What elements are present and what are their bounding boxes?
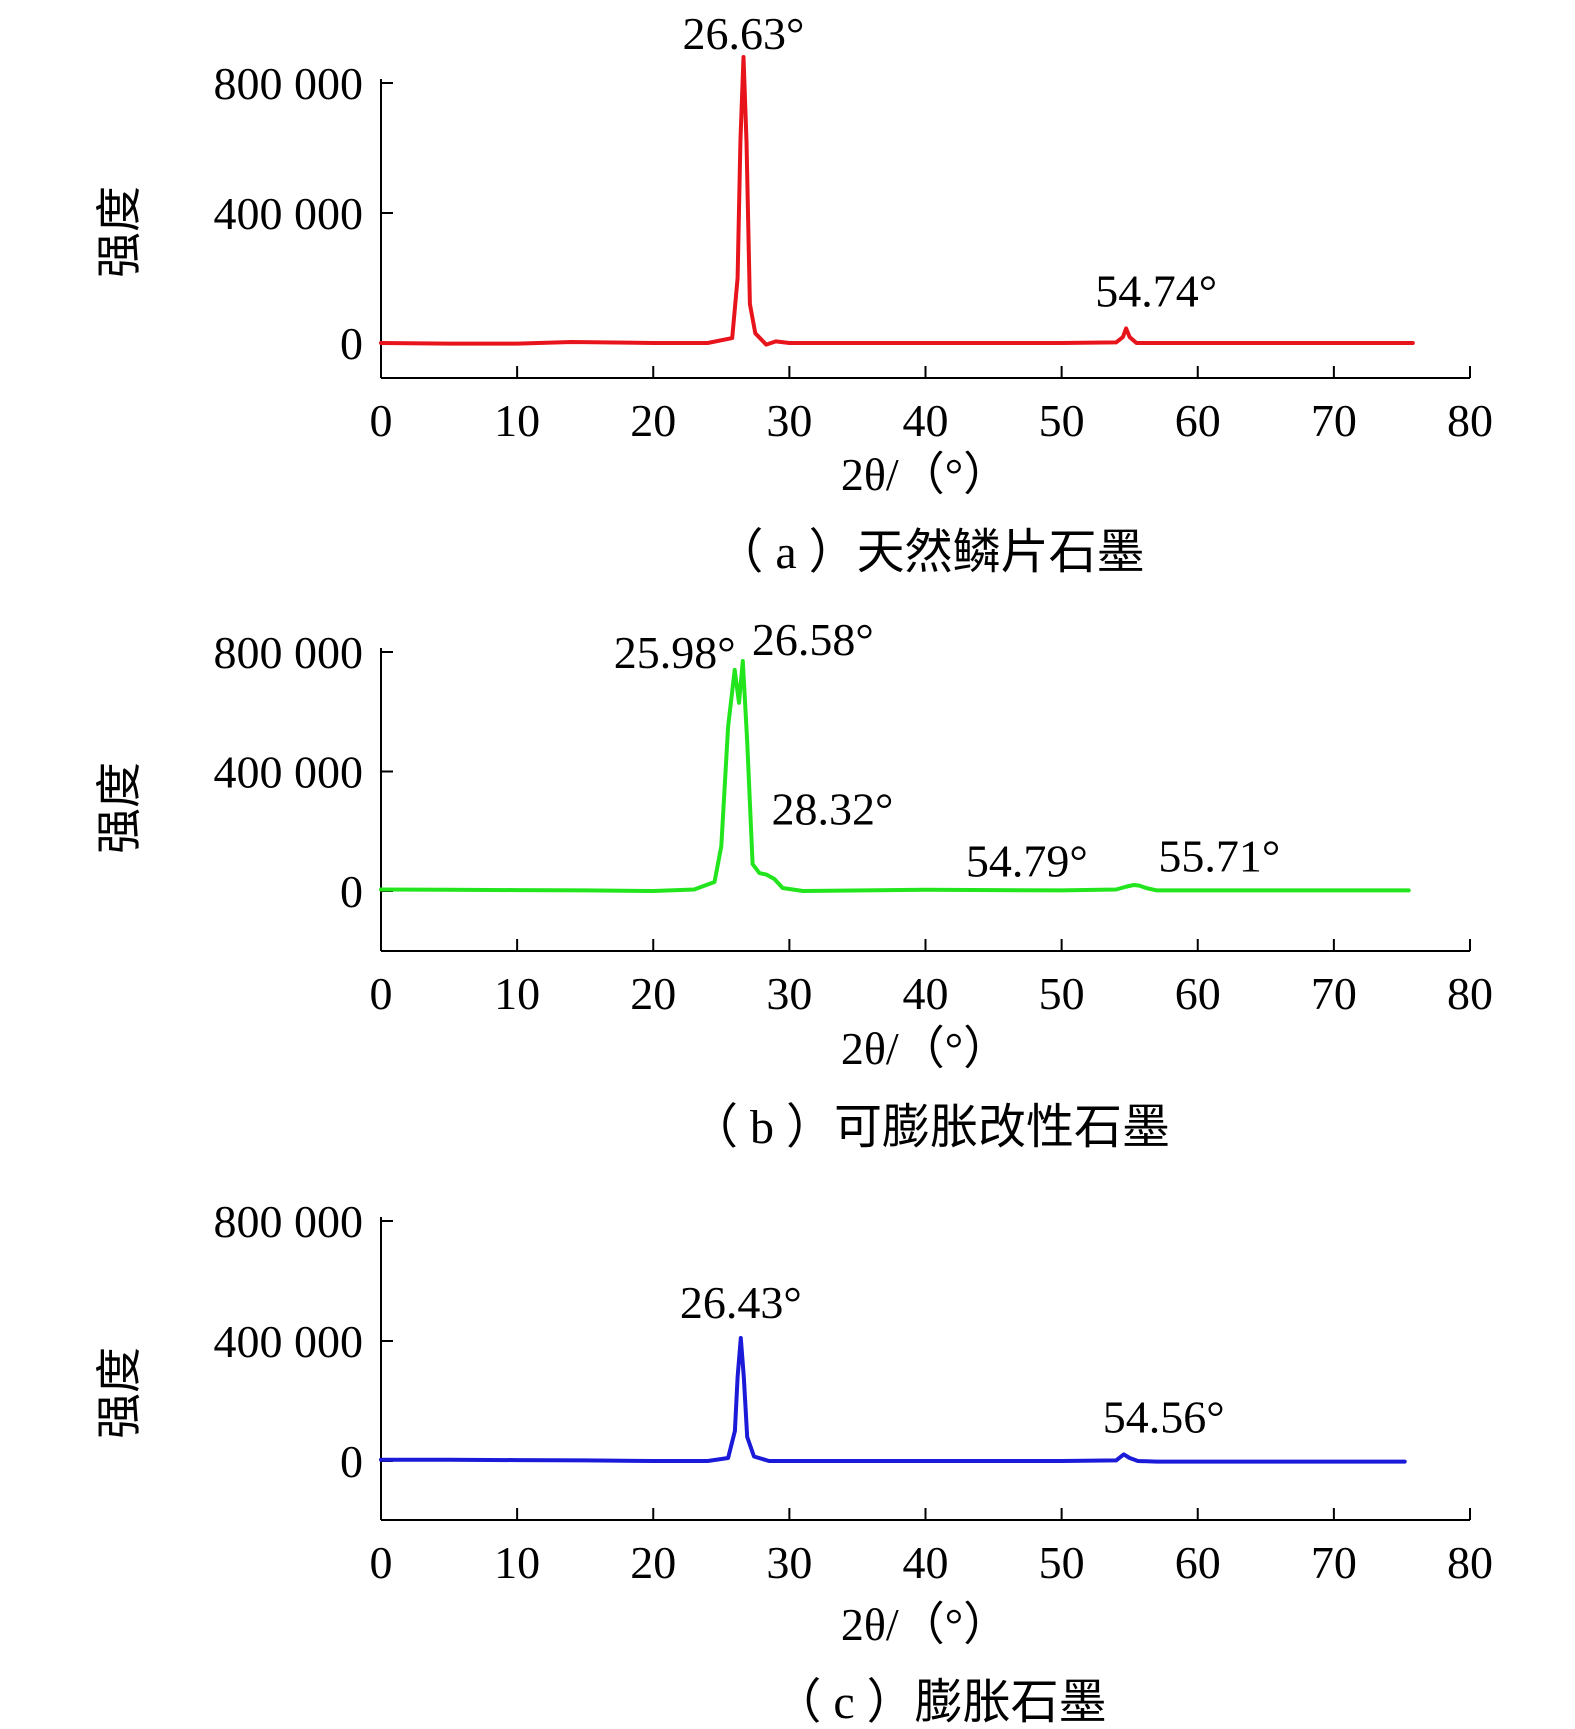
x-tick-label-a-0: 0	[370, 395, 393, 446]
peak-label-b-0: 25.98°	[614, 627, 736, 678]
peak-label-b-2: 28.32°	[772, 784, 894, 835]
x-tick-label-c-20: 20	[630, 1537, 676, 1588]
peak-label-c-0: 26.43°	[680, 1277, 802, 1328]
x-tick-label-a-20: 20	[630, 395, 676, 446]
x-tick-label-b-80: 80	[1447, 968, 1493, 1019]
x-tick-label-c-0: 0	[370, 1537, 393, 1588]
x-tick-label-a-80: 80	[1447, 395, 1493, 446]
y-axis-title-c: 强度	[94, 1347, 145, 1439]
x-tick-label-b-0: 0	[370, 968, 393, 1019]
x-tick-label-c-30: 30	[766, 1537, 812, 1588]
x-tick-label-b-70: 70	[1311, 968, 1357, 1019]
x-tick-label-c-70: 70	[1311, 1537, 1357, 1588]
plot-area-a: 26.63° 54.74°	[379, 8, 1415, 347]
series-line-a-0	[379, 55, 1415, 347]
plot-area-b: 25.98° 26.58° 28.32° 54.79° 55.71°	[379, 614, 1411, 893]
peak-label-b-3: 54.79°	[966, 836, 1088, 887]
peak-label-b-4: 55.71°	[1158, 831, 1280, 882]
x-tick-label-c-80: 80	[1447, 1537, 1493, 1588]
y-tick-label-b-800000: 800 000	[214, 627, 364, 678]
x-tick-label-a-60: 60	[1175, 395, 1221, 446]
x-tick-label-a-10: 10	[494, 395, 540, 446]
y-axis-title-b: 强度	[94, 762, 145, 854]
x-tick-label-b-20: 20	[630, 968, 676, 1019]
x-tick-label-b-60: 60	[1175, 968, 1221, 1019]
x-axis-title-a: 2θ/（°）	[841, 449, 1009, 500]
y-tick-label-c-400000: 400 000	[214, 1316, 364, 1367]
x-tick-label-c-50: 50	[1039, 1537, 1085, 1588]
x-tick-label-b-40: 40	[903, 968, 949, 1019]
x-tick-label-a-50: 50	[1039, 395, 1085, 446]
y-tick-label-b-0: 0	[340, 866, 363, 917]
x-tick-label-c-10: 10	[494, 1537, 540, 1588]
y-axis-title-a: 强度	[94, 186, 145, 278]
y-tick-label-c-800000: 800 000	[214, 1196, 364, 1247]
peak-label-a-1: 54.74°	[1095, 265, 1217, 316]
x-tick-label-c-60: 60	[1175, 1537, 1221, 1588]
caption-a: （ a ）天然鳞片石墨	[715, 526, 1144, 579]
x-tick-label-b-30: 30	[766, 968, 812, 1019]
x-axis-title-c: 2θ/（°）	[841, 1599, 1009, 1650]
peak-label-a-0: 26.63°	[683, 8, 805, 59]
y-tick-label-c-0: 0	[340, 1436, 363, 1487]
y-tick-label-b-400000: 400 000	[214, 747, 364, 798]
y-tick-label-a-400000: 400 000	[214, 188, 364, 239]
x-tick-label-b-10: 10	[494, 968, 540, 1019]
y-tick-label-a-800000: 800 000	[214, 58, 364, 109]
peak-label-c-1: 54.56°	[1103, 1391, 1225, 1442]
x-tick-label-b-50: 50	[1039, 968, 1085, 1019]
caption-b: （ b ）可膨胀改性石墨	[690, 1101, 1170, 1154]
caption-c: （ c ）膨胀石墨	[773, 1676, 1106, 1729]
series-line-c-0	[379, 1336, 1407, 1464]
x-tick-label-a-40: 40	[903, 395, 949, 446]
peak-label-b-1: 26.58°	[752, 614, 874, 665]
x-axis-title-b: 2θ/（°）	[841, 1023, 1009, 1074]
series-line-b-0	[379, 659, 1411, 893]
x-tick-label-a-70: 70	[1311, 395, 1357, 446]
plot-area-c: 26.43° 54.56°	[379, 1277, 1407, 1464]
y-tick-label-a-0: 0	[340, 318, 363, 369]
x-tick-label-a-30: 30	[766, 395, 812, 446]
x-tick-label-c-40: 40	[903, 1537, 949, 1588]
